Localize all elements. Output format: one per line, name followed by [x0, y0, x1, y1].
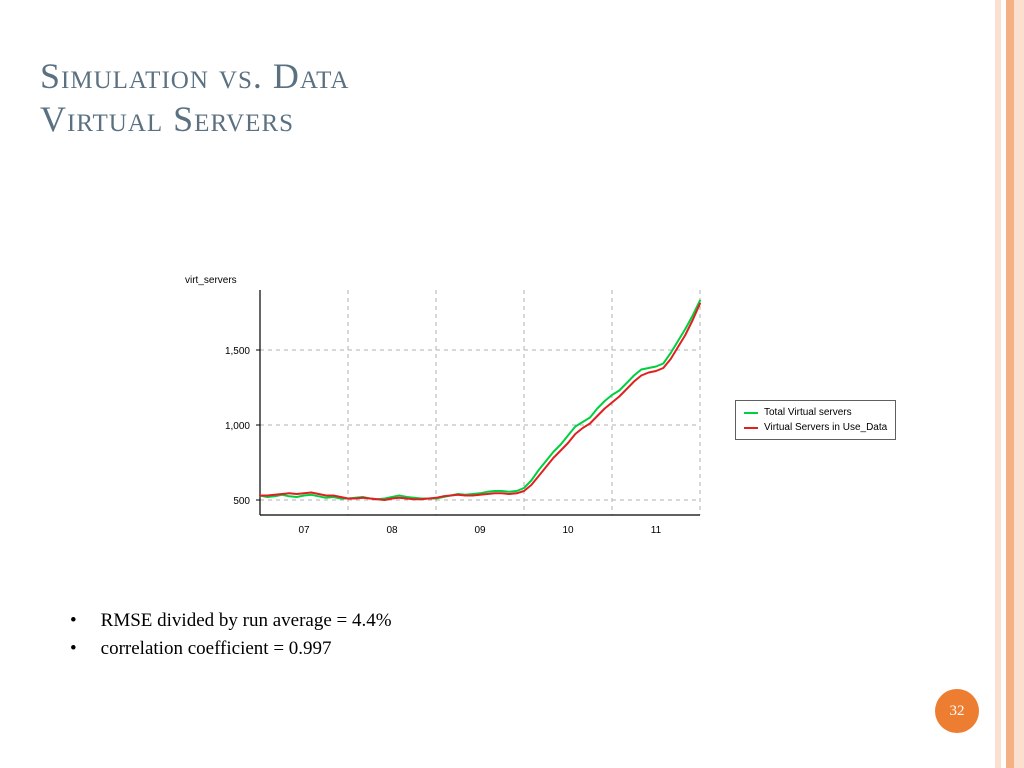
svg-text:08: 08 [386, 525, 398, 536]
slide: Simulation vs. Data Virtual Servers virt… [0, 0, 1024, 768]
bullet-list: RMSE divided by run average = 4.4% corre… [70, 610, 392, 666]
page-number: 32 [950, 703, 965, 720]
stripe-gap [1001, 0, 1006, 768]
svg-text:10: 10 [562, 525, 574, 536]
bullet-item: RMSE divided by run average = 4.4% [70, 610, 392, 632]
legend-label: Virtual Servers in Use_Data [764, 420, 887, 435]
legend-swatch [744, 427, 758, 429]
svg-text:1,500: 1,500 [225, 346, 250, 357]
slide-title: Simulation vs. Data Virtual Servers [40, 55, 349, 141]
svg-text:09: 09 [474, 525, 486, 536]
legend-label: Total Virtual servers [764, 405, 852, 420]
title-line-2: Virtual Servers [40, 98, 349, 141]
legend-item: Virtual Servers in Use_Data [744, 420, 887, 435]
line-chart: 500 1,000 1,500 07 08 09 10 11 [175, 260, 815, 560]
bullet-item: correlation coefficient = 0.997 [70, 638, 392, 660]
svg-text:11: 11 [651, 525, 662, 536]
page-number-badge: 32 [935, 689, 979, 733]
title-line-1: Simulation vs. Data [40, 55, 349, 98]
legend-item: Total Virtual servers [744, 405, 887, 420]
y-axis-title: virt_servers [185, 275, 237, 286]
stripe-light-outer [1014, 0, 1024, 768]
svg-text:07: 07 [298, 525, 310, 536]
legend-swatch [744, 412, 758, 414]
svg-text:500: 500 [233, 496, 250, 507]
svg-text:1,000: 1,000 [225, 421, 250, 432]
stripe-mid [1006, 0, 1014, 768]
chart-legend: Total Virtual servers Virtual Servers in… [735, 400, 896, 440]
stripe-light-inner [995, 0, 1001, 768]
chart-container: virt_servers 5001,0001,5000708091011 Tot… [175, 260, 815, 560]
